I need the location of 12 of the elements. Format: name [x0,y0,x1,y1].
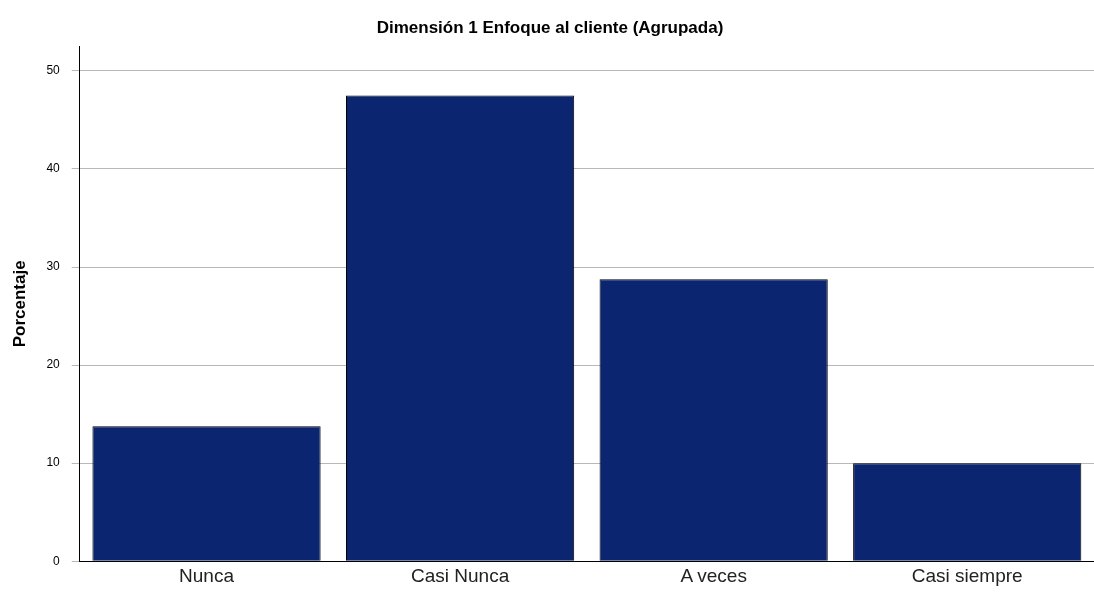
y-tick-label: 50 [46,63,61,78]
y-tick-label: 10 [46,455,61,470]
x-tick-label: Casi Nunca [410,564,510,586]
chart-title: Dimensión 1 Enfoque al cliente (Agrupada) [376,17,724,37]
y-tick-label: 40 [46,161,61,176]
x-tick-label: A veces [680,564,747,586]
y-tick-label: 30 [46,259,61,274]
x-tick-label: Nunca [179,564,235,586]
y-axis-title: Porcentaje [9,260,29,348]
x-tick-label: Casi siempre [911,564,1023,586]
y-tick-label: 0 [53,553,61,568]
y-tick-label: 20 [46,357,61,372]
